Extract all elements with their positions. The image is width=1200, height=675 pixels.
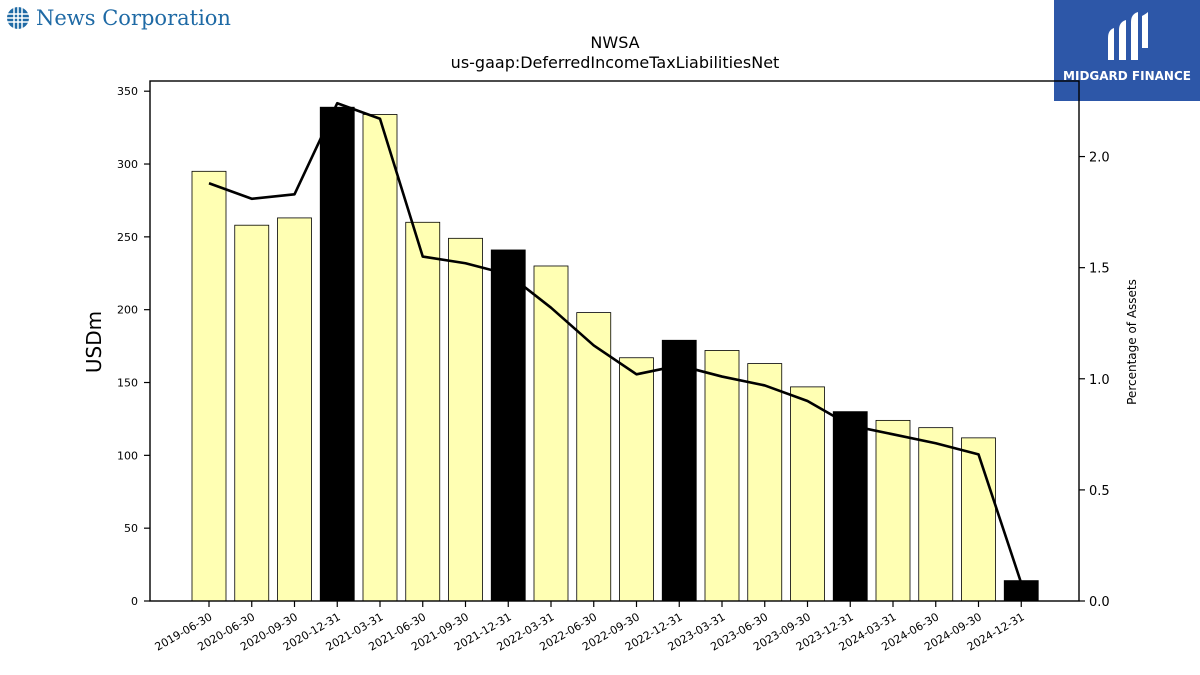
y2-axis-label: Percentage of Assets bbox=[1125, 279, 1139, 405]
bar-2020-09-30 bbox=[277, 217, 312, 602]
brand-name: News Corporation bbox=[36, 6, 231, 30]
midgard-mark-icon bbox=[1108, 12, 1148, 60]
midgard-logo-text: MIDGARD FINANCE bbox=[1063, 69, 1191, 83]
bar-2024-03-31 bbox=[875, 419, 911, 602]
y-tick-label: 250 bbox=[117, 231, 138, 244]
y-axis-label: USDm bbox=[82, 311, 106, 373]
chart-title: NWSA bbox=[590, 33, 639, 52]
y-tick-label: 350 bbox=[117, 85, 138, 98]
bars-group bbox=[191, 106, 1039, 602]
y2-tick-label: 1.0 bbox=[1089, 373, 1110, 388]
bar-2023-12-31 bbox=[832, 411, 868, 602]
bar-2023-03-31 bbox=[704, 350, 740, 602]
y2-tick-label: 1.5 bbox=[1089, 262, 1110, 277]
percentage-of-assets-line bbox=[208, 101, 1023, 584]
bar-2023-06-30 bbox=[747, 363, 783, 602]
chart-subtitle: us-gaap:DeferredIncomeTaxLiabilitiesNet bbox=[451, 53, 780, 72]
y-tick-label: 150 bbox=[117, 377, 138, 390]
bar-2021-06-30 bbox=[405, 221, 441, 602]
bar-2021-12-31 bbox=[490, 249, 526, 602]
bar-2022-03-31 bbox=[533, 265, 569, 602]
bar-2021-03-31 bbox=[362, 114, 398, 602]
y-tick-label: 0 bbox=[131, 595, 138, 608]
bar-2020-12-31 bbox=[319, 106, 355, 602]
y2-tick-label: 0.0 bbox=[1089, 595, 1110, 610]
brand: News Corporation bbox=[6, 6, 231, 30]
bar-2024-09-30 bbox=[961, 437, 996, 602]
bar-2021-09-30 bbox=[448, 237, 483, 602]
bar-2020-06-30 bbox=[234, 224, 270, 602]
bar-2022-06-30 bbox=[576, 312, 612, 602]
bar-2023-09-30 bbox=[790, 386, 825, 602]
globe-icon bbox=[7, 7, 29, 29]
plot-frame bbox=[149, 80, 1080, 602]
bar-2022-12-31 bbox=[661, 339, 697, 602]
y2-tick-label: 2.0 bbox=[1089, 151, 1110, 166]
line-group bbox=[208, 101, 1023, 584]
y-tick-label: 50 bbox=[124, 522, 138, 535]
y2-tick-label: 0.5 bbox=[1089, 484, 1110, 499]
bar-2024-06-30 bbox=[918, 427, 954, 602]
y-tick-label: 300 bbox=[117, 158, 138, 171]
bar-2024-12-31 bbox=[1003, 580, 1039, 602]
bar-2019-06-30 bbox=[191, 170, 227, 602]
y-tick-label: 200 bbox=[117, 304, 138, 317]
y-tick-label: 100 bbox=[117, 449, 138, 462]
bar-2022-09-30 bbox=[619, 357, 654, 602]
